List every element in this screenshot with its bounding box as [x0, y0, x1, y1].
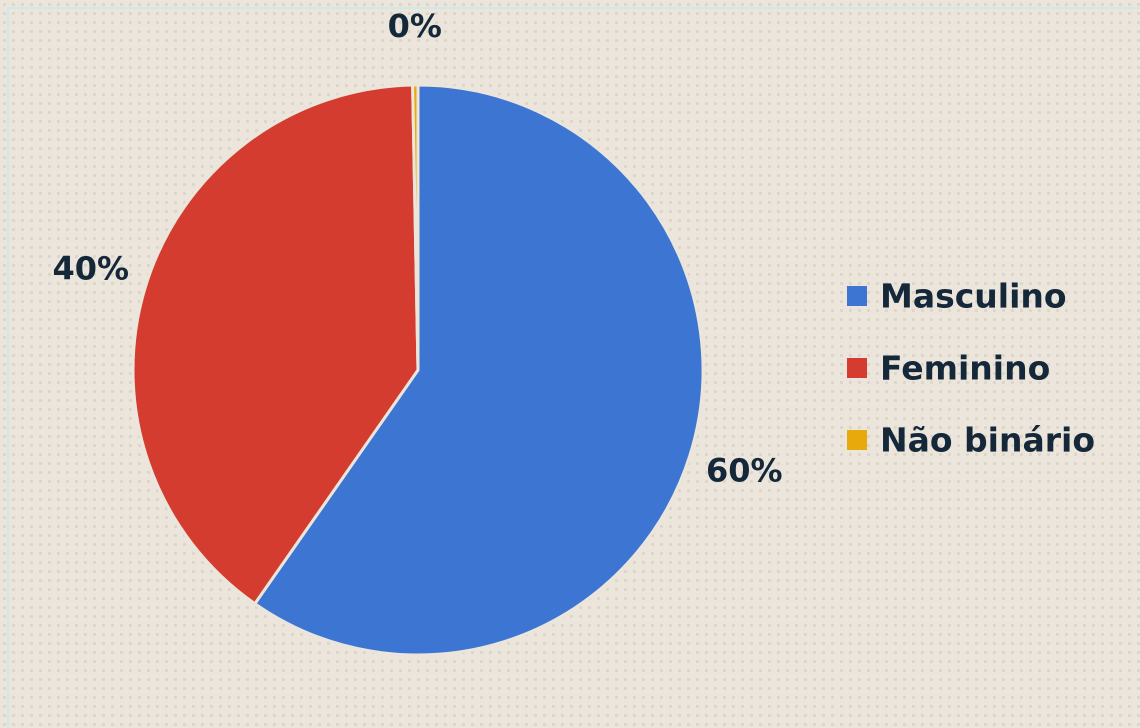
- legend-swatch: [847, 286, 867, 306]
- pie-slice: [411, 83, 420, 371]
- legend-swatch: [847, 358, 867, 378]
- frame: [7, 7, 1140, 728]
- legend: Masculino Feminino Não binário: [847, 277, 1095, 460]
- data-label: 0%: [388, 7, 442, 45]
- legend-label: Não binário: [880, 421, 1095, 460]
- pie-slice: [131, 83, 420, 606]
- pie-slice: [252, 83, 705, 657]
- data-label: 40%: [53, 249, 130, 287]
- pie: 60% 40% 0%: [53, 7, 783, 657]
- legend-label: Feminino: [880, 349, 1050, 388]
- legend-swatch: [847, 430, 867, 450]
- legend-label: Masculino: [880, 277, 1067, 316]
- data-label: 60%: [706, 452, 783, 490]
